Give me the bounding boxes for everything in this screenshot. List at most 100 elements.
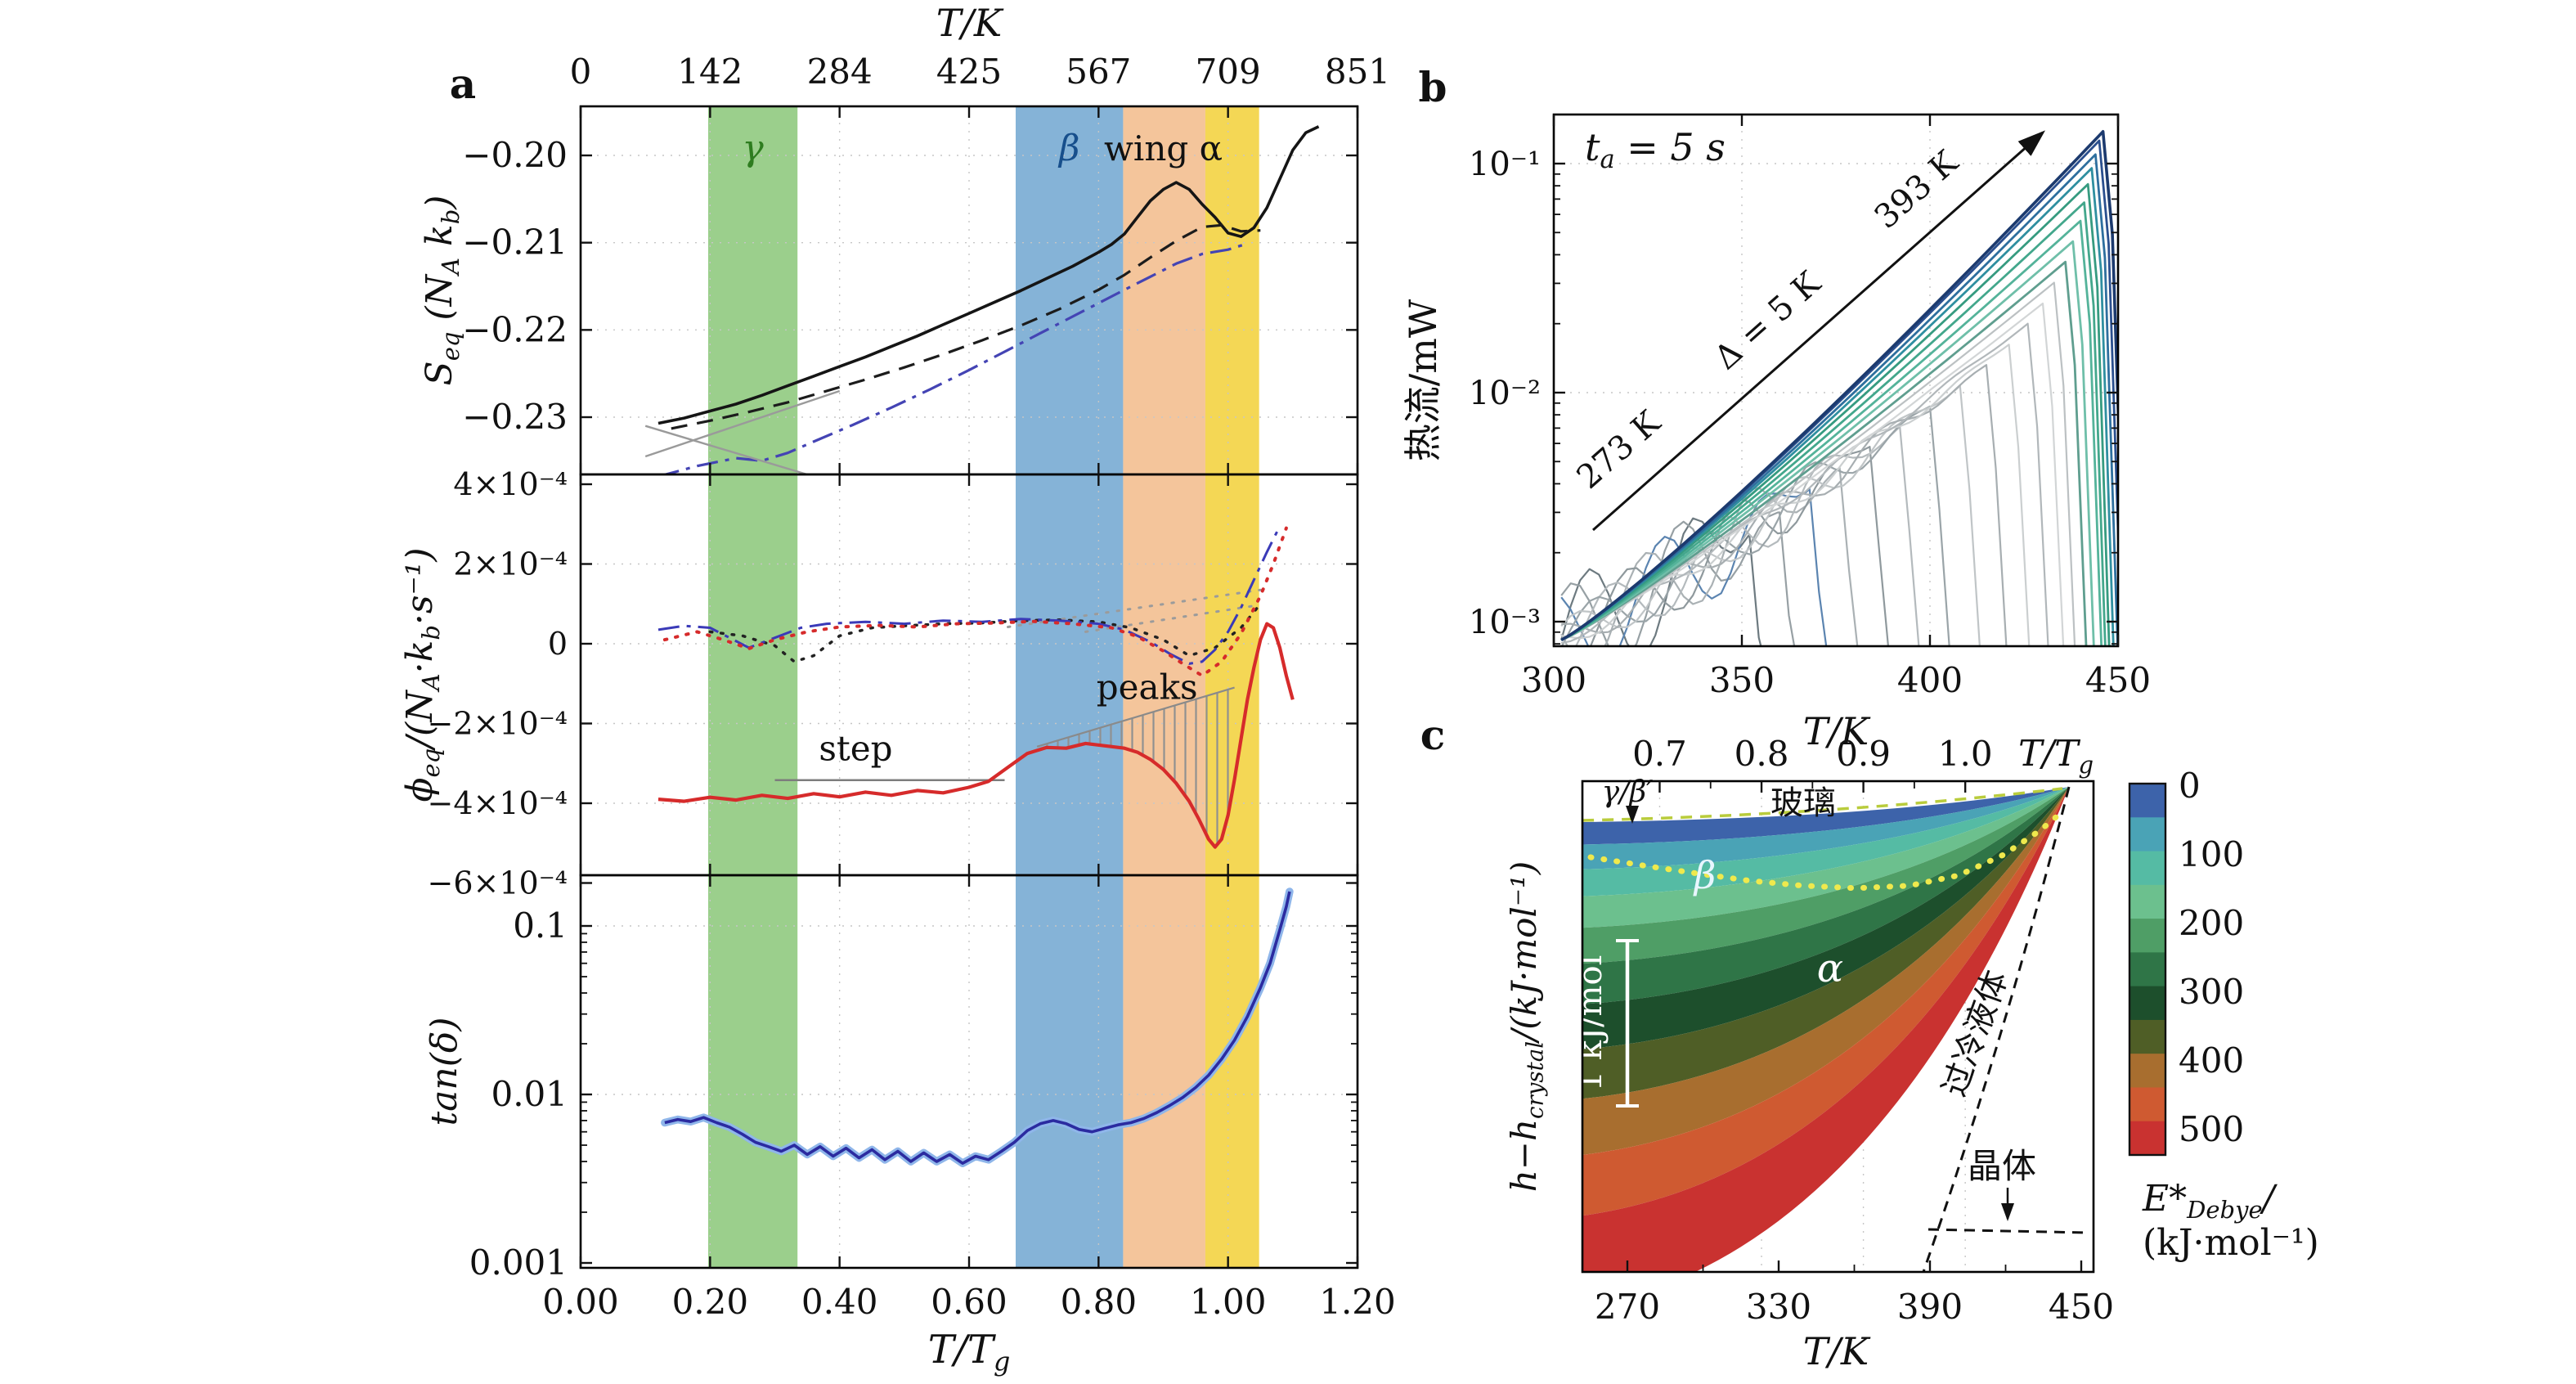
peaks-hatch-boundary <box>1036 686 1235 748</box>
colorbar-block-5 <box>2129 952 2165 987</box>
energy-contour-band-6 <box>1582 787 2069 1049</box>
dsc-curve-4 <box>1589 446 1890 646</box>
dsc-curve-11 <box>1560 302 2065 646</box>
a-seq-y-tick-label: −0.20 <box>462 135 568 175</box>
colorbar-title-line2: (kJ·mol⁻¹) <box>2143 1222 2319 1264</box>
a-top-tick-label: 709 <box>1196 52 1261 92</box>
enthalpy-energy-map <box>1582 787 2069 1272</box>
a-x-tick-label: 0.60 <box>931 1282 1008 1322</box>
b-y-tick-label: 10⁻³ <box>1469 604 1541 641</box>
a-tan-y-tick-label: 0.1 <box>513 905 568 946</box>
b-x-axis-title: T/K <box>1803 709 1871 753</box>
dsc-curve-16 <box>1560 201 2107 646</box>
c-top-tick-label: 0.7 <box>1632 734 1687 774</box>
a-x-tick-label: 0.20 <box>672 1282 749 1322</box>
a-x-tick-label: 1.00 <box>1190 1282 1267 1322</box>
relaxation-band-0 <box>707 106 798 1268</box>
annealing-arrow-label-1: Δ = 5 K <box>1708 264 1829 377</box>
colorbar-border <box>2128 782 2167 1157</box>
c-x-tick-label: 330 <box>1746 1287 1811 1327</box>
region-label-crystal: 晶体 <box>1968 1146 2036 1186</box>
spine-b <box>1552 113 2120 648</box>
a-seq-y-tick-label: −0.22 <box>462 309 568 349</box>
subplot-tandelta <box>661 887 1294 1167</box>
energy-contour-band-3 <box>1582 787 2069 928</box>
phi-flux-blue-dashdot <box>657 525 1281 665</box>
energy-contour-band-5 <box>1582 787 2069 1004</box>
c-x-tick-label: 390 <box>1897 1287 1963 1327</box>
colorbar-title-line1: E*Debye/ <box>2142 1178 2278 1224</box>
energy-contour-band-2 <box>1582 787 2069 896</box>
panel-b: 273 K Δ = 5 K 393 K ta = 5 s 300 350 400 450 10⁻… <box>1401 113 2151 753</box>
annotation-peaks: peaks <box>1097 667 1198 707</box>
a-phi-y-axis-title: ϕeq/(NA·kb·s⁻¹) <box>399 547 445 802</box>
a-top-tick-label: 425 <box>936 52 1002 92</box>
c-top-tick-label: 1.0 <box>1938 734 1993 774</box>
b-x-tick-label: 400 <box>1897 660 1963 700</box>
colorbar-block-9 <box>2129 1087 2165 1122</box>
a-x-tick-label: 1.20 <box>1319 1282 1396 1322</box>
region-label-beta: β <box>1693 853 1717 897</box>
a-top-tick-label: 284 <box>807 52 873 92</box>
a-x-tick-label: 0.40 <box>801 1282 878 1322</box>
annotation-step: step <box>819 728 892 768</box>
c-top-tick-label: 0.8 <box>1735 734 1789 774</box>
spine-c <box>1581 780 2095 1274</box>
c-x-axis-title: T/K <box>1803 1329 1871 1373</box>
beta-marker-curve <box>1587 807 2068 892</box>
colorbar-block-1 <box>2129 817 2165 852</box>
supercooled-liquid-boundary <box>1922 786 2071 1273</box>
a-seq-y-tick-label: −0.23 <box>462 397 568 437</box>
colorbar-tick-label: 300 <box>2179 972 2244 1012</box>
region-label-glass: 玻璃 <box>1770 784 1836 822</box>
a-tan-y-tick-label: 0.001 <box>469 1242 568 1283</box>
annealing-arrow-label-0: 273 K <box>1570 403 1668 497</box>
a-tan-y-tick-label: 0.01 <box>491 1074 568 1114</box>
seq-extrapolation-1 <box>644 389 841 458</box>
c-top-tick-label: 0.9 <box>1836 734 1891 774</box>
peaks-hatch-region <box>1037 687 1235 847</box>
colorbar-block-2 <box>2129 851 2165 886</box>
band-label-beta: β <box>1057 128 1079 169</box>
energy-contour-band-1 <box>1582 787 2069 869</box>
subplot-flux <box>657 525 1295 849</box>
panel-label-c: c <box>1420 711 1445 759</box>
a-x-axis-title: T/Tg <box>928 1327 1011 1377</box>
region-label-alpha: α <box>1817 946 1843 991</box>
energy-contour-band-8 <box>1582 787 2069 1155</box>
dsc-curve-12 <box>1560 281 2076 646</box>
a-phi-y-tick-label: 0 <box>548 626 568 662</box>
panel-label-b: b <box>1419 63 1447 111</box>
tan-tan-delta <box>664 891 1291 1165</box>
relaxation-band-2 <box>1123 106 1205 1268</box>
panel-a: step peaks 0 142 284 425 567 709 851 T/K 0.00 0.20 0… <box>399 1 1396 1377</box>
energy-contour-band-0 <box>1582 787 2069 845</box>
colorbar-block-0 <box>2129 784 2165 818</box>
energy-contour-band-10 <box>1582 787 2069 1272</box>
dsc-curve-17 <box>1560 182 2111 646</box>
b-y-axis-title: 热流/mW <box>1401 299 1445 461</box>
a-top-tick-label: 142 <box>677 52 743 92</box>
a-phi-y-tick-label: −6×10⁻⁴ <box>427 865 568 901</box>
dsc-curve-21 <box>1560 130 2118 641</box>
a-top-tick-label: 0 <box>570 52 592 92</box>
a-top-tick-label: 567 <box>1066 52 1131 92</box>
crystal-line <box>1928 1228 2088 1234</box>
a-top-tick-label: 851 <box>1325 52 1390 92</box>
a-top-axis-title: T/K <box>936 1 1004 45</box>
dsc-curve-13 <box>1560 260 2088 646</box>
seq-entropy-dashed <box>671 223 1261 430</box>
annealing-arrow <box>1592 130 2045 532</box>
colorbar-tick-label: 200 <box>2179 903 2244 943</box>
colorbar-block-3 <box>2129 884 2165 919</box>
phi-flux-red-dotted <box>662 526 1288 677</box>
energy-contour-band-9 <box>1582 787 2069 1216</box>
dsc-curve-15 <box>1560 219 2103 646</box>
colorbar-block-8 <box>2129 1054 2165 1089</box>
phi-extrap-dotted-1 <box>1007 588 1262 628</box>
a-x-tick-label: 0.00 <box>542 1282 619 1322</box>
b-x-tick-label: 450 <box>2085 660 2151 700</box>
a-phi-y-tick-label: −2×10⁻⁴ <box>427 706 568 742</box>
colorbar-tick-label: 0 <box>2179 766 2201 806</box>
